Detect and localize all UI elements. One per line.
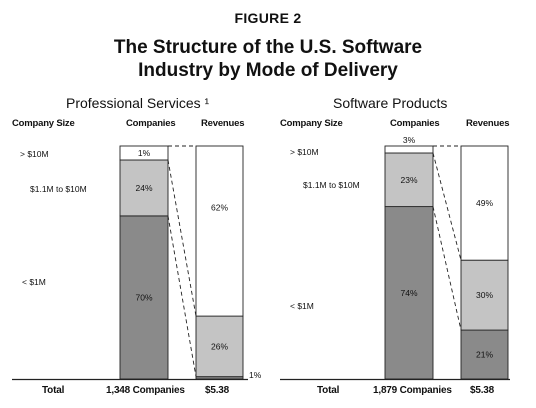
right-revenues-label-large: 49% bbox=[476, 198, 493, 208]
figure-label: FIGURE 2 bbox=[234, 10, 302, 26]
left-header-companies: Companies bbox=[126, 118, 176, 129]
left-companies-bar-mid bbox=[119, 159, 169, 217]
right-panel-title: Software Products bbox=[333, 95, 448, 111]
right-header-companies: Companies bbox=[390, 118, 440, 129]
left-panel-marks: 70% 24% 1% 1% 26% 62% bbox=[12, 145, 262, 381]
right-revenues-bar-large bbox=[460, 145, 509, 261]
right-revenues-label-mid: 30% bbox=[476, 290, 493, 300]
figure-title-line-2: Industry by Mode of Delivery bbox=[138, 60, 398, 81]
left-companies-bar-small bbox=[119, 215, 169, 380]
right-row-label-mid: $1.1M to $10M bbox=[303, 180, 360, 190]
right-row-label-large: > $10M bbox=[290, 147, 319, 157]
left-connector-line-2 bbox=[167, 159, 197, 317]
left-revenues-bar-mid bbox=[195, 315, 244, 378]
right-total-companies: 1,879 Companies bbox=[373, 385, 452, 396]
left-panel-title: Professional Services ¹ bbox=[66, 95, 210, 111]
left-companies-label-mid: 24% bbox=[135, 183, 152, 193]
right-companies-label-mid: 23% bbox=[400, 175, 417, 185]
right-panel-marks: 74% 23% 3% 21% 30% 49% bbox=[280, 135, 510, 381]
left-revenues-bar-large bbox=[195, 145, 244, 317]
right-revenues-label-small: 21% bbox=[476, 350, 493, 360]
right-total-revenues: $5.38 bbox=[470, 385, 495, 396]
right-revenues-bar-mid bbox=[460, 259, 509, 331]
left-row-label-small: < $1M bbox=[22, 277, 46, 287]
left-companies-label-small: 70% bbox=[135, 292, 152, 302]
right-header-revenues: Revenues bbox=[466, 118, 510, 129]
left-companies-label-large: 1% bbox=[138, 148, 151, 158]
left-revenues-label-large: 62% bbox=[211, 203, 228, 213]
left-revenues-label-small: 1% bbox=[249, 370, 262, 380]
right-connector-line-1 bbox=[432, 206, 462, 331]
right-connector-line-2 bbox=[432, 152, 462, 261]
left-companies-bar-large bbox=[119, 145, 169, 161]
right-companies-label-small: 74% bbox=[400, 288, 417, 298]
right-row-label-small: < $1M bbox=[290, 301, 314, 311]
right-companies-bar-mid bbox=[384, 152, 434, 208]
left-row-label-large: > $10M bbox=[20, 149, 49, 159]
left-total-revenues: $5.38 bbox=[205, 385, 230, 396]
figure-title-line-1: The Structure of the U.S. Software bbox=[113, 37, 423, 58]
left-connector-line-1 bbox=[167, 215, 197, 377]
left-revenues-label-mid: 26% bbox=[211, 341, 228, 351]
left-header-company-size: Company Size bbox=[12, 118, 75, 129]
left-total-companies: 1,348 Companies bbox=[106, 385, 185, 396]
right-total-label: Total bbox=[317, 385, 340, 396]
left-row-label-mid: $1.1M to $10M bbox=[30, 184, 87, 194]
right-header-company-size: Company Size bbox=[280, 118, 343, 129]
right-companies-bar-large bbox=[384, 145, 434, 154]
left-header-revenues: Revenues bbox=[201, 118, 245, 129]
left-total-label: Total bbox=[42, 385, 65, 396]
right-companies-label-large: 3% bbox=[403, 135, 416, 145]
